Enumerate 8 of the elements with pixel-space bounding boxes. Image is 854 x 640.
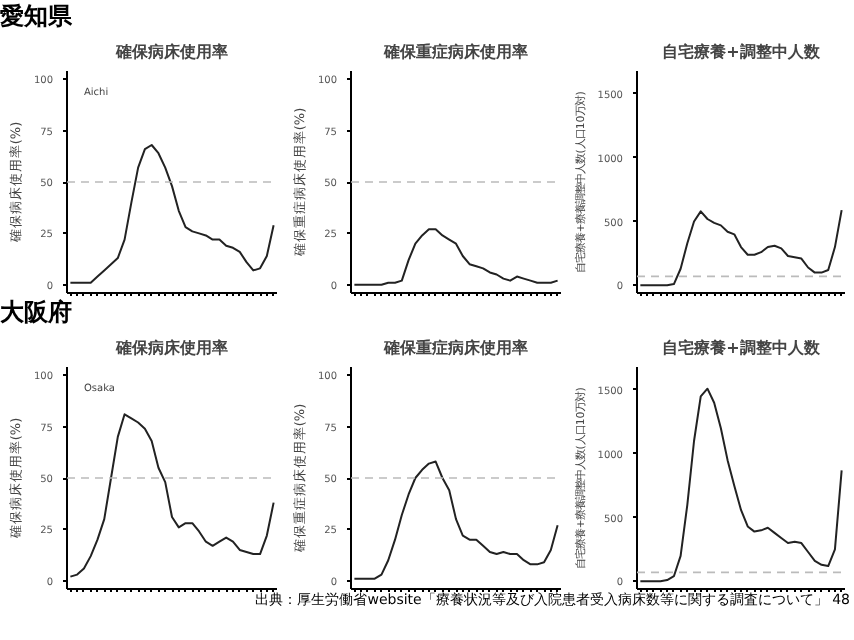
chart-title: 確保病床使用率 xyxy=(114,41,228,61)
chart-title: 自宅療養+調整中人数 xyxy=(662,337,822,357)
chart-title: 確保重症病床使用率 xyxy=(382,41,528,61)
text: 愛知県 xyxy=(0,0,72,34)
chart-title: 確保重症病床使用率 xyxy=(382,337,528,357)
chart-title: 確保病床使用率 xyxy=(114,337,228,357)
chart-title: 自宅療養+調整中人数 xyxy=(662,41,822,61)
text: 大阪府 xyxy=(0,296,72,330)
